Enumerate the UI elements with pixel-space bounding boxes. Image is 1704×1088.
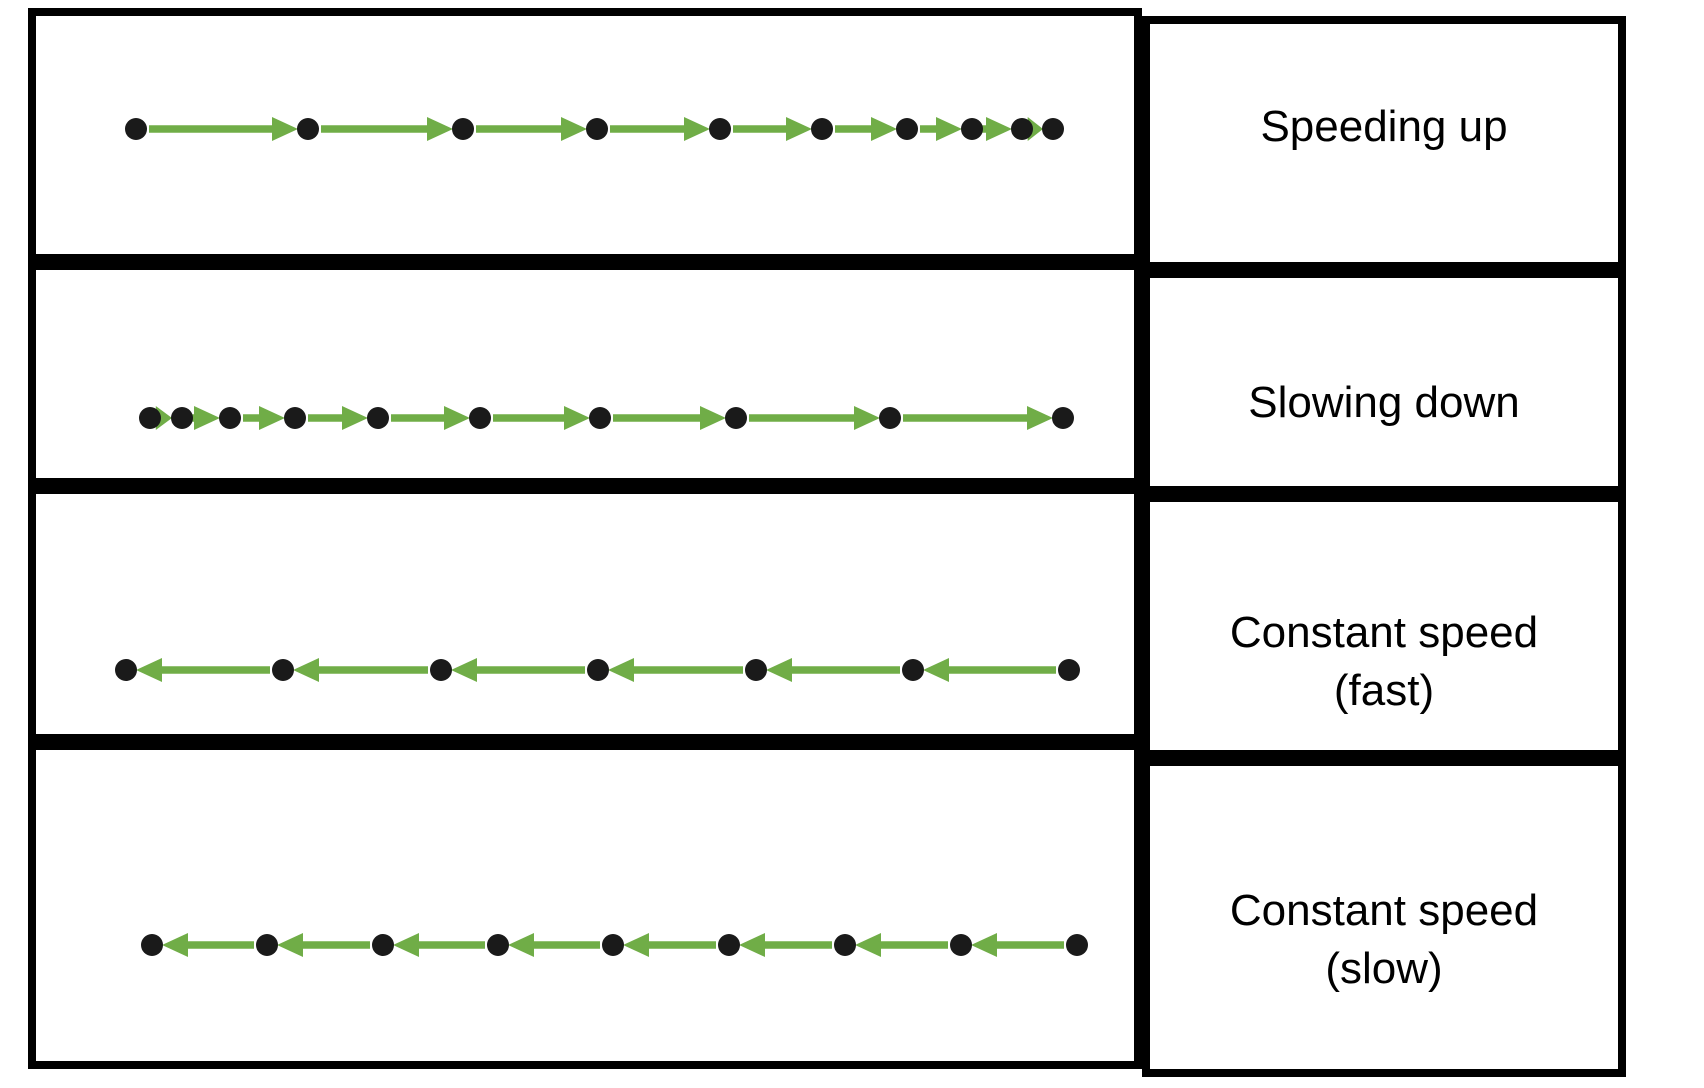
diagram-cell-constant-speed-slow — [28, 742, 1142, 1069]
label-cell-constant-speed-slow — [1142, 758, 1626, 1077]
row-label-constant-speed-slow: Constant speed (slow) — [1229, 885, 1539, 993]
diagram-cell-slowing-down — [28, 262, 1142, 486]
diagram-cell-speeding-up — [28, 8, 1142, 262]
row-label-slowing-down: Slowing down — [1248, 377, 1520, 427]
diagram-cell-constant-speed-fast — [28, 486, 1142, 742]
row-label-speeding-up: Speeding up — [1260, 101, 1508, 151]
label-cell-slowing-down — [1142, 270, 1626, 494]
row-label-constant-speed-fast: Constant speed (fast) — [1229, 607, 1539, 715]
label-cell-speeding-up — [1142, 16, 1626, 270]
label-cell-constant-speed-fast — [1142, 494, 1626, 758]
